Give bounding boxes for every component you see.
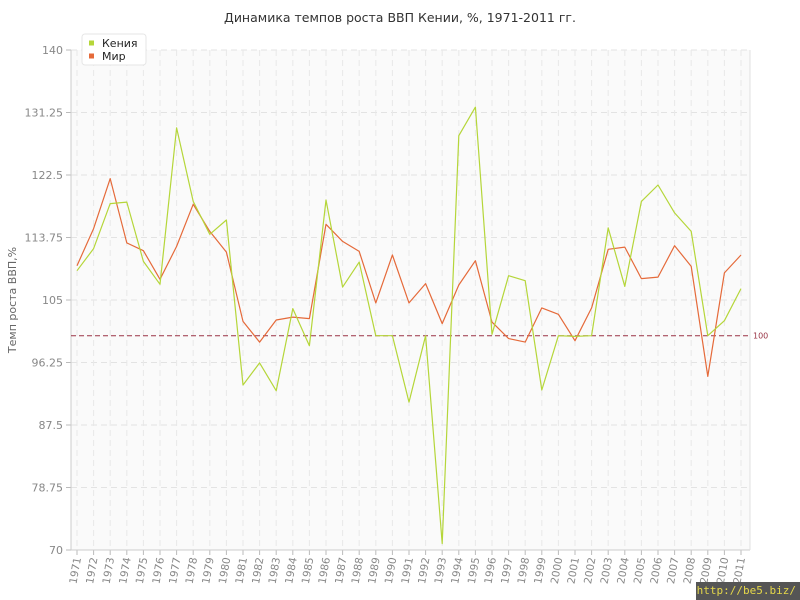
x-tick-label: 1995 — [466, 556, 482, 584]
x-tick-label: 1992 — [416, 556, 432, 584]
axes — [66, 49, 751, 555]
legend-box — [81, 33, 147, 66]
chart-title: Динамика темпов роста ВВП Кении, %, 1971… — [224, 10, 576, 25]
x-tick-label: 1978 — [184, 556, 200, 584]
x-tick-label: 1976 — [150, 556, 167, 585]
x-tick-label: 2001 — [565, 556, 581, 584]
x-tick-label: 2003 — [599, 556, 615, 584]
x-tick-label: 1999 — [532, 556, 548, 584]
x-tick-label: 1990 — [383, 556, 399, 584]
x-tick-label: 1993 — [433, 556, 449, 584]
x-tick-label: 1991 — [399, 556, 415, 584]
x-tick-label: 1979 — [200, 556, 216, 584]
x-tick-label: 2011 — [731, 556, 747, 584]
x-tick-label: 1981 — [233, 556, 249, 584]
x-tick-label: 1985 — [300, 556, 316, 584]
x-tick-label: 2009 — [698, 556, 714, 584]
legend-item[interactable]: Мир — [89, 50, 126, 63]
y-tick-label: 78.75 — [32, 482, 64, 495]
x-tick-label: 2007 — [665, 556, 681, 584]
legend-swatch — [89, 40, 94, 46]
x-tick-label: 1971 — [67, 556, 83, 584]
y-tick-label: 70 — [49, 544, 63, 557]
x-tick-label: 1974 — [117, 556, 134, 585]
series-lines — [76, 106, 742, 545]
x-tick-label: 1984 — [283, 556, 300, 585]
x-tick-label: 2005 — [632, 556, 648, 584]
legend-item[interactable]: Кения — [89, 37, 138, 50]
y-tick-label: 122.5 — [32, 169, 64, 182]
x-tick-label: 1982 — [250, 556, 266, 584]
y-tick-label: 113.75 — [25, 232, 64, 245]
x-tick-label: 2010 — [715, 556, 731, 584]
series-line-kenya — [76, 106, 742, 545]
x-tick-label: 1980 — [217, 556, 233, 584]
x-tick-label: 2008 — [682, 556, 698, 584]
x-tick-label: 1994 — [449, 556, 466, 585]
x-tick-label: 1997 — [499, 556, 515, 584]
y-tick-label: 131.25 — [25, 107, 64, 120]
legend-label: Кения — [102, 37, 138, 50]
x-tick-label: 1975 — [134, 556, 150, 584]
x-tick-label: 2000 — [549, 556, 565, 584]
x-tick-label: 1986 — [316, 556, 333, 585]
reference-line-label: 100 — [753, 332, 768, 341]
x-tick-label: 1983 — [267, 556, 283, 584]
tick-labels: 70 78.75 87.5 96.25 105 113.75 122.5 131.25 140 1… — [25, 44, 748, 585]
y-tick-label: 87.5 — [39, 419, 64, 432]
reference-line-group: 100 — [71, 332, 768, 341]
x-tick-label: 2006 — [648, 556, 665, 585]
x-tick-label: 1988 — [350, 556, 366, 584]
watermark: http://be5.biz/ — [696, 582, 800, 600]
x-tick-label: 1977 — [167, 556, 183, 584]
y-axis-title: Темп роста ВВП,% — [6, 247, 19, 354]
x-tick-label: 1996 — [482, 556, 499, 585]
x-tick-label: 1972 — [84, 556, 100, 584]
x-tick-label: 1973 — [101, 556, 117, 584]
legend-label: Мир — [102, 50, 126, 63]
x-tick-label: 1998 — [516, 556, 532, 584]
y-tick-label: 140 — [42, 44, 63, 57]
y-tick-label: 105 — [42, 294, 63, 307]
y-tick-label: 96.25 — [32, 357, 64, 370]
x-tick-label: 2002 — [582, 556, 598, 584]
x-tick-label: 2004 — [615, 556, 632, 585]
x-tick-label: 1989 — [366, 556, 382, 584]
x-tick-label: 1987 — [333, 556, 349, 584]
legend-swatch — [89, 53, 94, 59]
